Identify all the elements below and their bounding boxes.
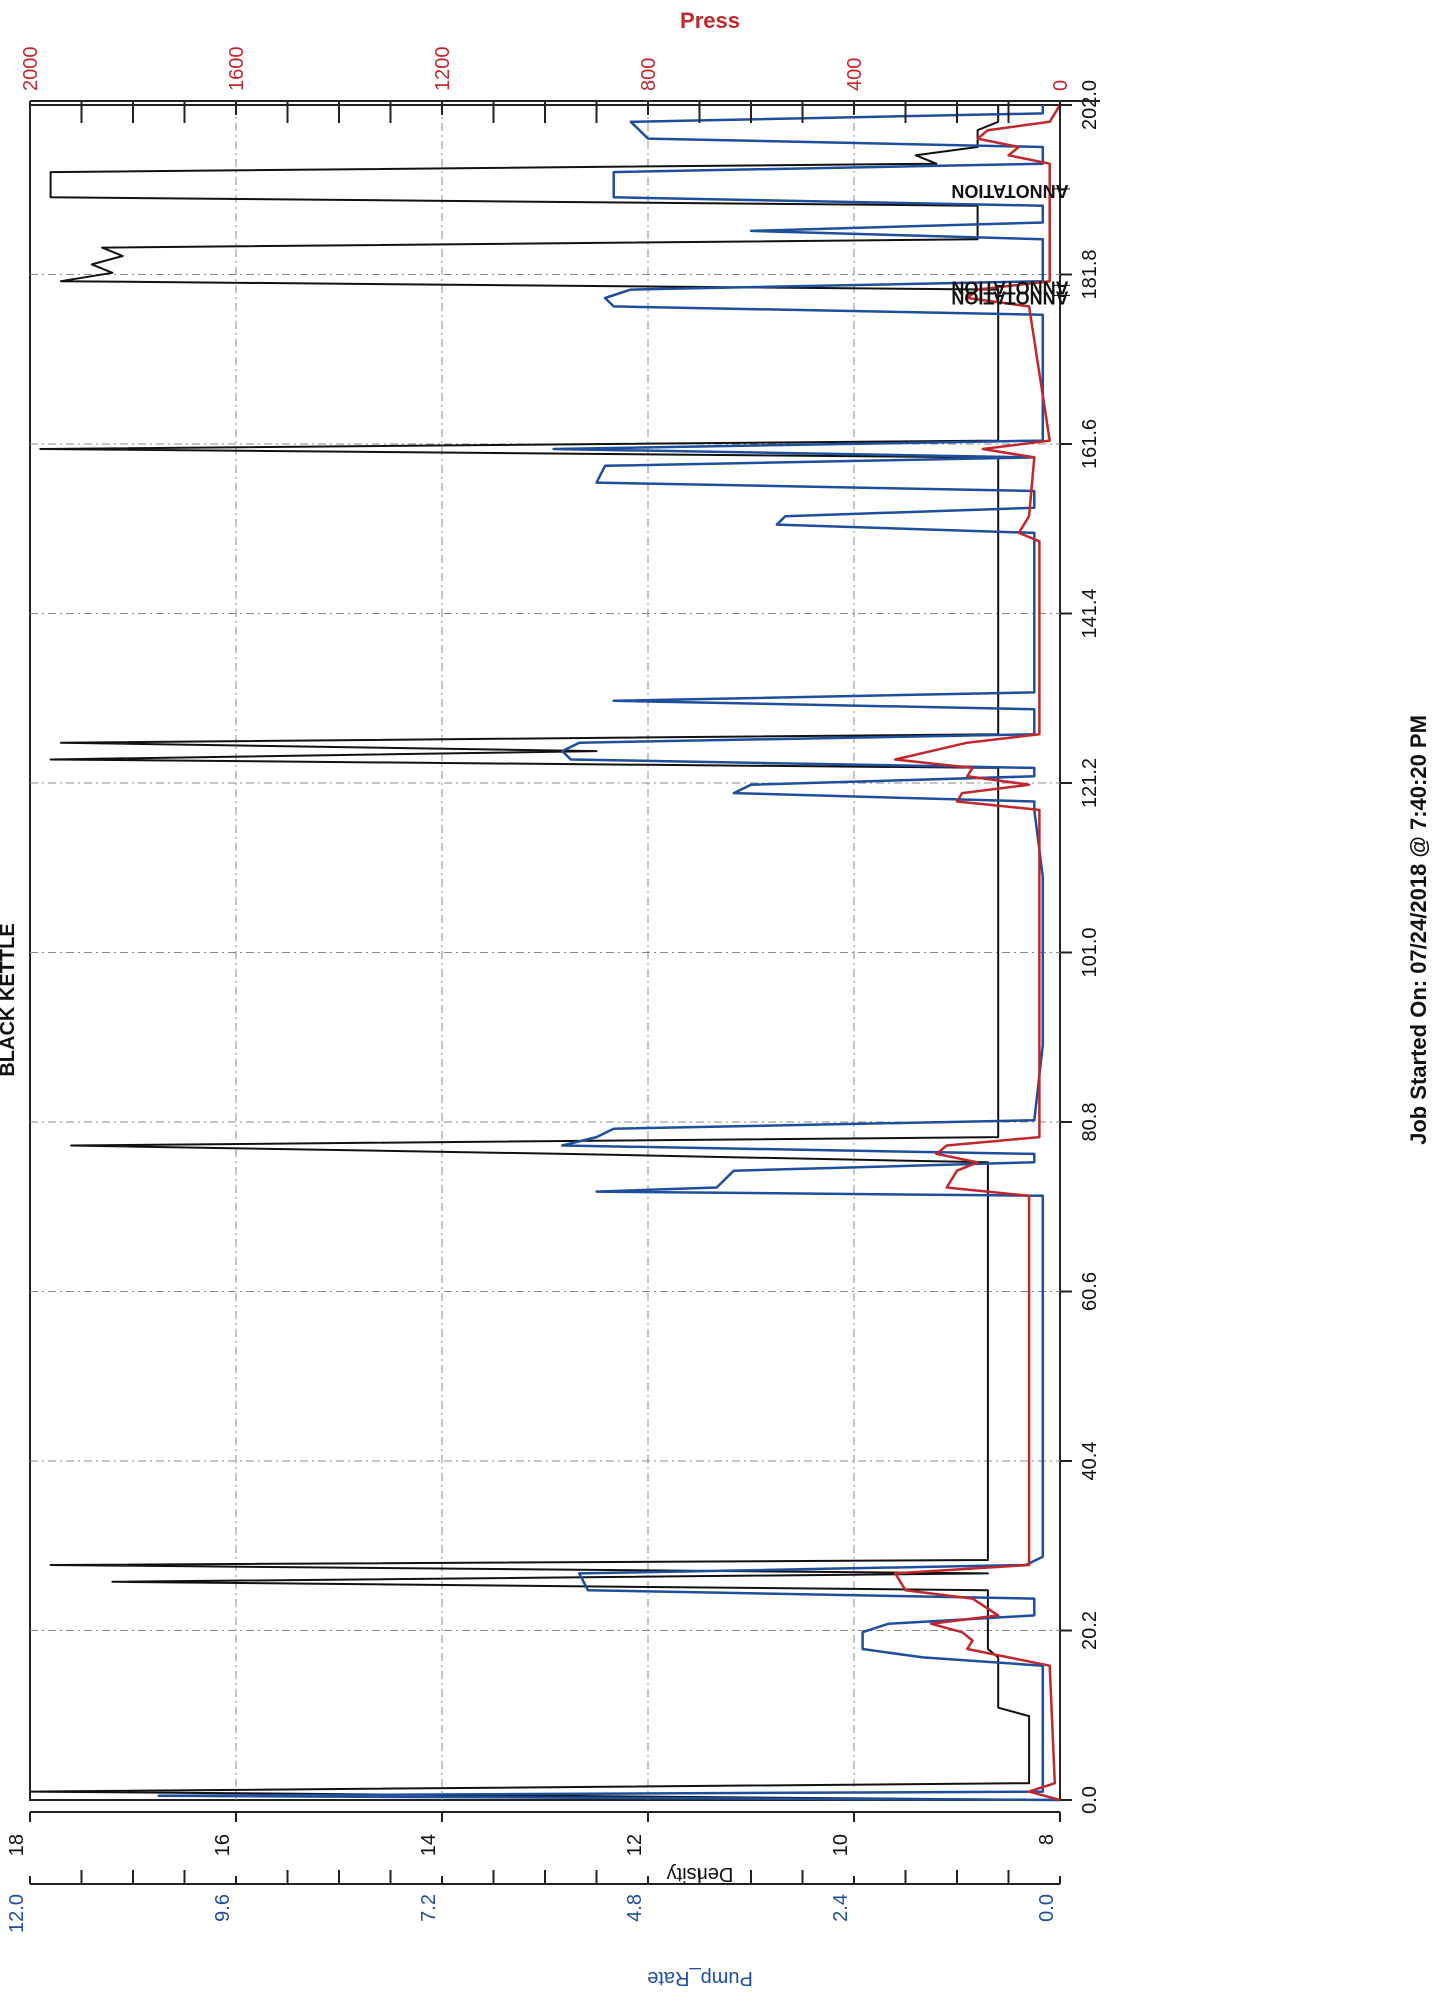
press-tick-label: 400 xyxy=(844,58,866,91)
density-axis-label: Density xyxy=(667,1863,734,1885)
x-tick-label: 121.2 xyxy=(1079,758,1101,808)
press-tick-label: 1200 xyxy=(432,47,454,92)
press-tick-label: 800 xyxy=(638,58,660,91)
density-tick-label: 10 xyxy=(830,1834,852,1856)
press-tick-label: 2000 xyxy=(20,47,42,92)
density-tick-label: 18 xyxy=(6,1834,28,1856)
pump-rate-tick-label: 2.4 xyxy=(830,1894,852,1922)
pump-rate-tick-label: 7.2 xyxy=(418,1894,440,1922)
x-tick-label: 141.4 xyxy=(1079,588,1101,638)
x-tick-label: 60.6 xyxy=(1079,1272,1101,1311)
x-tick-label: 80.8 xyxy=(1079,1103,1101,1142)
x-tick-label: 20.2 xyxy=(1079,1611,1101,1650)
pump-rate-tick-label: 9.6 xyxy=(212,1894,234,1922)
axes: 0.0 20.2 40.4 60.6 80.8 101.0 121.2 141.4 161.6 1… xyxy=(6,47,1101,1933)
annotation-label: ANNOTATION xyxy=(951,277,1068,297)
x-tick-label: 202.0 xyxy=(1079,80,1101,130)
pump-rate-axis-label: Pump_Rate xyxy=(647,1967,753,1989)
density-tick-label: 14 xyxy=(418,1834,440,1856)
press-series-line xyxy=(893,104,1062,1802)
density-tick-label: 12 xyxy=(624,1834,646,1856)
density-tick-label: 16 xyxy=(212,1834,234,1856)
chart-title: BLACK KETTLE xyxy=(0,923,19,1076)
plot-lines xyxy=(29,104,1062,1802)
x-tick-label: 101.0 xyxy=(1079,927,1101,977)
press-tick-label: 0 xyxy=(1050,80,1072,91)
x-axis-label: Job Started On: 07/24/2018 @ 7:40:20 PM xyxy=(1406,715,1431,1145)
pump-rate-tick-label: 4.8 xyxy=(624,1894,646,1922)
annotation-label: ANNOTATION xyxy=(951,181,1068,201)
x-tick-label: 161.6 xyxy=(1079,419,1101,469)
press-axis-label: Press xyxy=(680,8,740,33)
x-tick-label: 0.0 xyxy=(1079,1786,1101,1814)
pump-rate-tick-label: 12.0 xyxy=(6,1894,28,1933)
plot-frame xyxy=(29,104,1061,1801)
annotation-label: ANNOTATION xyxy=(951,287,1068,307)
press-tick-label: 1600 xyxy=(226,47,248,92)
density-series-line xyxy=(29,105,1061,1801)
x-tick-label: 181.8 xyxy=(1079,249,1101,299)
pump-rate-tick-label: 0.0 xyxy=(1036,1894,1058,1922)
gridlines xyxy=(29,104,1061,1801)
x-tick-label: 40.4 xyxy=(1079,1442,1101,1481)
pump_rate-series-line xyxy=(157,105,1061,1802)
density-tick-label: 8 xyxy=(1036,1834,1058,1845)
